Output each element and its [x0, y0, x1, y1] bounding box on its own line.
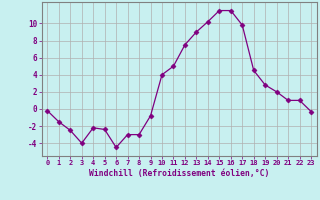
- X-axis label: Windchill (Refroidissement éolien,°C): Windchill (Refroidissement éolien,°C): [89, 169, 269, 178]
